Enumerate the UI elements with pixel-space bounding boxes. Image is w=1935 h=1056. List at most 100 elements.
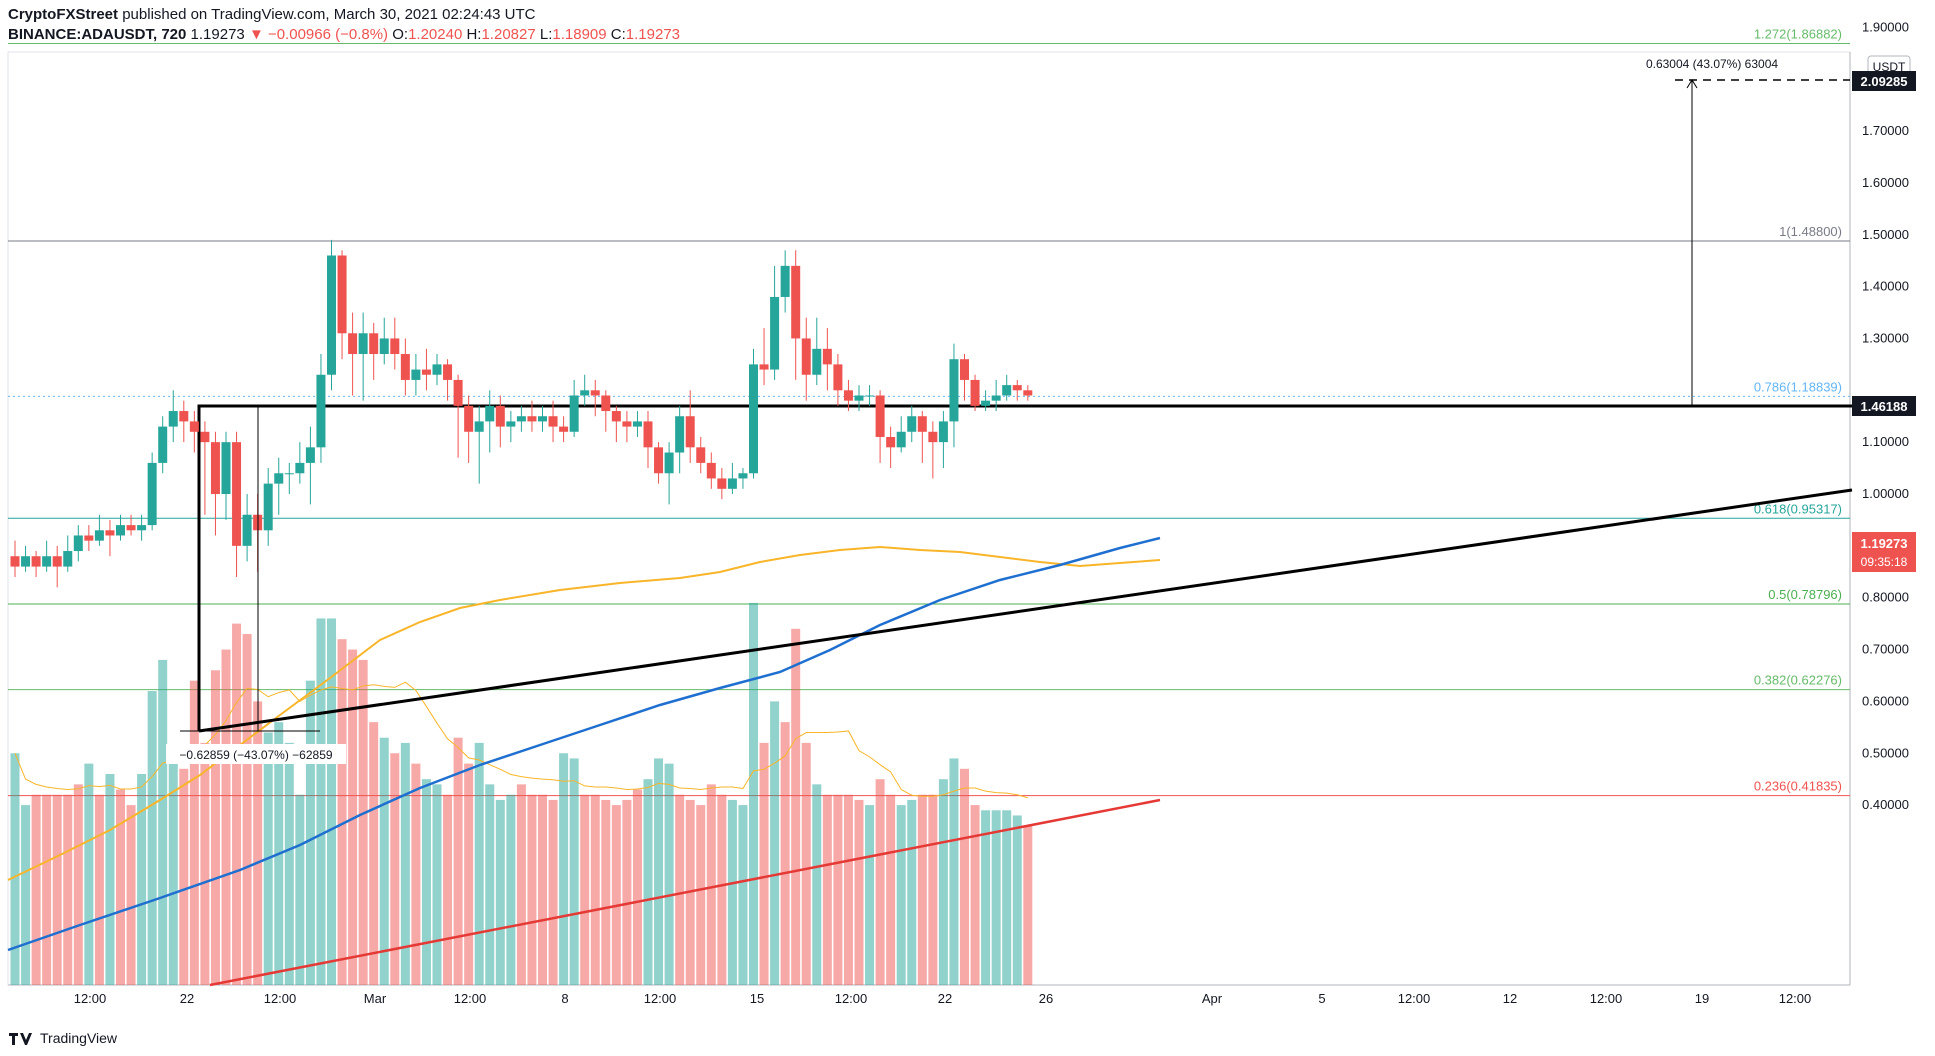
x-tick-label: 22 <box>938 991 952 1006</box>
candle-body <box>168 411 178 427</box>
tradingview-brand[interactable]: TradingView <box>40 1030 118 1046</box>
volume-bar <box>991 810 1001 985</box>
candle-body <box>232 442 242 546</box>
volume-bar <box>696 805 706 985</box>
volume-bar <box>601 799 611 985</box>
candle-body <box>1012 385 1022 391</box>
volume-bar <box>105 773 115 985</box>
volume-bar <box>94 794 104 985</box>
volume-bar <box>189 680 199 985</box>
currency-badge: USDT <box>1873 60 1906 74</box>
y-tick-label: 1.10000 <box>1862 434 1909 449</box>
candle-body <box>400 354 410 380</box>
y-tick-label: 0.40000 <box>1862 797 1909 812</box>
fib-level-label: 0.618(0.95317) <box>1754 501 1842 516</box>
volume-bar <box>749 602 758 985</box>
y-tick-label: 1.30000 <box>1862 330 1909 345</box>
x-tick-label: 5 <box>1318 991 1325 1006</box>
candle-body <box>337 255 347 334</box>
ma50-line <box>7 545 1161 881</box>
volume-bar <box>327 618 336 985</box>
fib-level-label: 0.382(0.62276) <box>1754 673 1842 688</box>
candle-body <box>759 364 769 370</box>
volume-bar <box>316 618 326 985</box>
candle-body <box>801 338 811 375</box>
x-tick-label: 12:00 <box>835 991 868 1006</box>
high-value: 1.20827 <box>481 26 536 43</box>
volume-bar <box>116 789 125 985</box>
candle-body <box>770 296 780 370</box>
volume-bar <box>506 794 516 985</box>
volume-bar <box>1012 815 1022 985</box>
x-tick-label: 12:00 <box>454 991 487 1006</box>
volume-bar <box>664 763 674 985</box>
volume-bar <box>10 753 20 985</box>
volume-bar <box>759 742 769 985</box>
volume-bar <box>84 763 94 985</box>
volume-bar <box>875 779 885 985</box>
candle-body <box>390 338 400 355</box>
candle-body <box>928 431 938 443</box>
volume-bar <box>421 779 431 985</box>
y-tick-label: 0.80000 <box>1862 590 1909 605</box>
candle-body <box>10 556 20 567</box>
candle-body <box>73 535 83 552</box>
candle-body <box>295 462 305 474</box>
candle-body <box>696 447 706 463</box>
publisher-name[interactable]: CryptoFXStreet <box>8 6 119 23</box>
candle-body <box>917 416 927 432</box>
top-price-label-box <box>1852 71 1916 91</box>
symbol-label: BINANCE:ADAUSDT, 720 <box>8 26 187 43</box>
publish-line: CryptoFXStreet published on TradingView.… <box>8 6 536 23</box>
candle-body <box>305 447 315 463</box>
tradingview-logo-icon <box>9 1033 32 1045</box>
candle-body <box>590 390 600 396</box>
candle-body <box>21 556 31 567</box>
volume-bar <box>569 758 579 985</box>
candle-body <box>263 483 273 531</box>
ascending-trendline <box>198 488 1853 733</box>
x-tick-label: 22 <box>180 991 194 1006</box>
volume-bar <box>52 794 62 985</box>
candle-body <box>464 405 474 432</box>
candle-body <box>443 364 453 380</box>
candle-body <box>685 416 695 448</box>
volume-bar <box>770 701 780 985</box>
volume-bar <box>337 639 347 985</box>
candle-body <box>158 426 168 463</box>
volume-bar <box>717 794 727 985</box>
x-tick-label: 12:00 <box>1779 991 1812 1006</box>
candle-body <box>706 462 716 479</box>
volume-bar <box>812 784 822 985</box>
volume-bar <box>210 670 220 985</box>
volume-bar <box>1023 825 1033 985</box>
volume-bar <box>559 753 569 985</box>
volume-bar <box>379 737 389 985</box>
candle-body <box>843 390 853 401</box>
candle-body <box>221 442 231 494</box>
x-tick-label: 8 <box>561 991 568 1006</box>
y-tick-label: 0.70000 <box>1862 642 1909 657</box>
candle-body <box>52 556 62 567</box>
open-value: 1.20240 <box>408 26 463 43</box>
volume-bar <box>411 763 421 985</box>
published-text: published on TradingView.com, March 30, … <box>122 6 536 23</box>
volume-bar <box>801 742 811 985</box>
candle-body <box>516 416 526 422</box>
volume-bar <box>390 753 400 985</box>
volume-bar <box>485 784 495 985</box>
volume-bar <box>611 805 621 985</box>
candle-body <box>453 379 463 406</box>
candle-body <box>421 369 431 375</box>
candle-body <box>1002 385 1012 396</box>
candle-body <box>369 333 379 355</box>
candle-body <box>907 416 917 432</box>
candle-body <box>654 447 664 474</box>
ohlc-line: BINANCE:ADAUSDT, 720 1.19273 ▼ −0.00966 … <box>8 26 681 43</box>
volume-bar <box>232 623 242 985</box>
volume-bar <box>137 773 147 985</box>
candle-body <box>147 462 157 526</box>
candle-body <box>622 421 632 427</box>
candle-body <box>94 530 104 541</box>
